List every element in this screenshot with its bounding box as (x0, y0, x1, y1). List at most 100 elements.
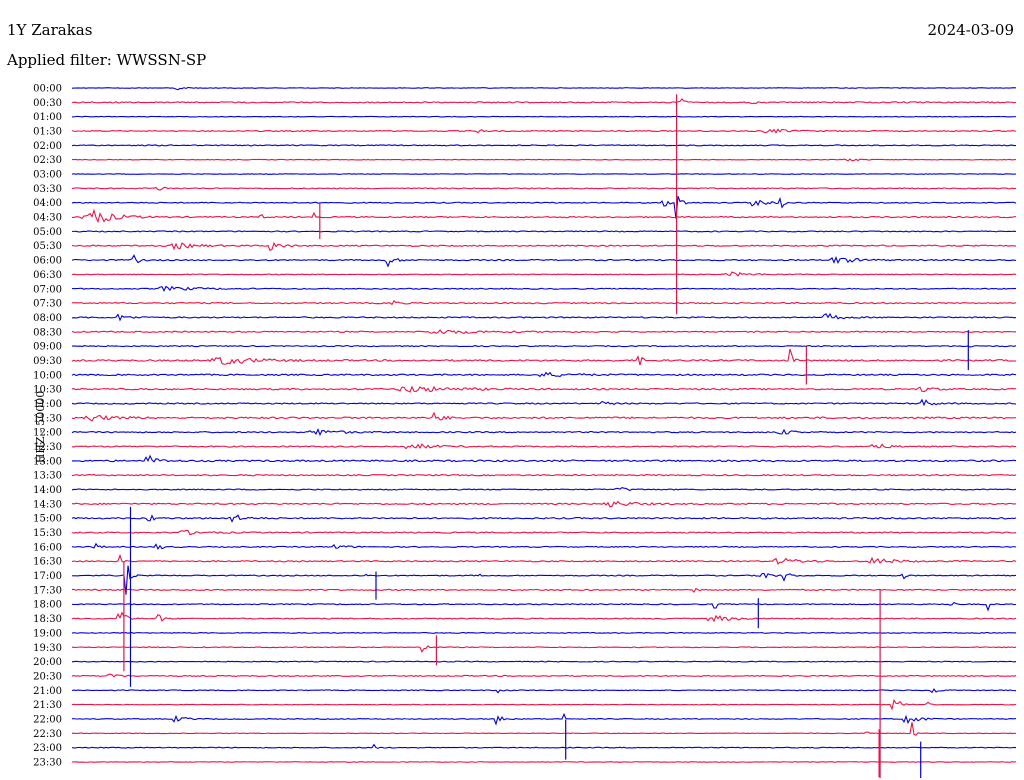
trace-2130 (71, 698, 1017, 711)
trace-2030 (71, 673, 1017, 678)
date-label: 2024-03-09 (927, 21, 1014, 39)
row-tick-label: 19:30 (33, 643, 62, 654)
row-tick-label: 22:00 (33, 714, 62, 725)
station-title: 1Y Zarakas (7, 21, 93, 39)
row-tick-label: 05:30 (33, 241, 62, 252)
row-tick-label: 07:00 (33, 284, 62, 295)
trace-0200 (71, 144, 1016, 147)
trace-0330 (71, 186, 1017, 191)
trace-2100 (71, 688, 1017, 694)
row-tick-label: 08:30 (33, 327, 62, 338)
row-tick-label: 04:00 (33, 198, 62, 209)
row-tick-label: 21:00 (33, 686, 62, 697)
tick-labels: 00:00 00:30 01:00 01:30 02:00 02:30 03:00 03:30… (33, 84, 62, 769)
trace-0800 (71, 312, 1017, 322)
trace-0630 (71, 271, 1017, 277)
row-tick-label: 03:30 (33, 184, 62, 195)
row-tick-label: 16:30 (33, 557, 62, 568)
trace-1130 (71, 411, 1017, 422)
row-tick-label: 01:00 (33, 112, 62, 123)
trace-1100 (71, 398, 1017, 407)
trace-2330 (71, 761, 1017, 763)
trace-1930 (71, 645, 1017, 653)
row-tick-label: 09:30 (33, 356, 62, 367)
row-tick-label: 14:30 (33, 499, 62, 510)
trace-0430 (71, 208, 1017, 224)
row-tick-label: 18:00 (33, 600, 62, 611)
trace-1430 (71, 500, 1017, 508)
trace-0230 (71, 158, 1017, 162)
trace-0100 (71, 115, 1017, 118)
trace-0500 (71, 230, 1017, 233)
trace-1730 (71, 587, 1017, 594)
row-tick-label: 11:00 (33, 399, 62, 410)
row-tick-label: 10:00 (33, 370, 62, 381)
row-tick-label: 04:30 (33, 213, 62, 224)
trace-0900 (71, 345, 1017, 348)
row-tick-label: 03:00 (33, 170, 62, 181)
trace-1630 (71, 553, 1017, 565)
row-tick-label: 14:00 (33, 485, 62, 496)
row-tick-label: 06:30 (33, 270, 62, 281)
trace-1230 (71, 443, 1017, 450)
trace-0530 (71, 241, 1017, 252)
row-tick-label: 15:00 (33, 514, 62, 525)
row-tick-label: 13:30 (33, 471, 62, 482)
trace-1400 (71, 486, 1017, 492)
trace-2300 (71, 743, 1017, 749)
row-tick-label: 20:00 (33, 657, 62, 668)
row-tick-label: 19:00 (33, 628, 62, 639)
trace-1330 (71, 473, 1017, 477)
trace-1200 (71, 428, 1017, 437)
row-tick-label: 09:00 (33, 342, 62, 353)
row-tick-label: 16:00 (33, 542, 62, 553)
row-tick-label: 07:30 (33, 299, 62, 310)
trace-1700 (71, 565, 1017, 595)
trace-1600 (71, 542, 1017, 551)
row-tick-label: 15:30 (33, 528, 62, 539)
row-tick-label: 02:30 (33, 155, 62, 166)
trace-group (71, 86, 1017, 778)
row-tick-label: 22:30 (33, 729, 62, 740)
trace-1800 (71, 601, 1017, 612)
trace-1030 (71, 385, 1017, 393)
trace-0700 (71, 285, 1017, 293)
row-tick-label: 17:30 (33, 585, 62, 596)
filter-label: Applied filter: WWSSN-SP (7, 51, 207, 69)
trace-0830 (71, 329, 1017, 335)
trace-1500 (71, 514, 1017, 523)
trace-2000 (71, 660, 1017, 663)
row-tick-label: 23:30 (33, 757, 62, 768)
trace-0730 (71, 299, 1017, 306)
trace-1530 (71, 529, 1017, 536)
row-tick-label: 05:00 (33, 227, 62, 238)
trace-1000 (71, 371, 1017, 378)
row-tick-label: 01:30 (33, 127, 62, 138)
row-tick-label: 02:00 (33, 141, 62, 152)
trace-1900 (71, 631, 1017, 634)
row-tick-label: 21:30 (33, 700, 62, 711)
trace-1830 (71, 611, 1017, 623)
trace-2200 (71, 712, 1017, 726)
row-tick-label: 17:00 (33, 571, 62, 582)
row-tick-label: 13:00 (33, 456, 62, 467)
row-tick-label: 00:00 (33, 84, 62, 95)
row-tick-label: 12:30 (33, 442, 62, 453)
trace-0000 (71, 86, 1017, 91)
row-tick-label: 23:00 (33, 743, 62, 754)
trace-0030 (71, 98, 1017, 105)
row-tick-label: 20:30 (33, 671, 62, 682)
trace-0300 (71, 173, 1017, 175)
trace-0600 (71, 254, 1017, 268)
trace-1300 (71, 454, 1017, 463)
row-tick-label: 00:30 (33, 98, 62, 109)
trace-0130 (71, 128, 1017, 134)
row-tick-label: 18:30 (33, 614, 62, 625)
row-tick-label: 06:00 (33, 256, 62, 267)
trace-0400 (71, 195, 1017, 219)
row-tick-label: 10:30 (33, 385, 62, 396)
row-tick-label: 11:30 (33, 413, 62, 424)
trace-0930 (71, 348, 1017, 366)
row-tick-label: 08:00 (33, 313, 62, 324)
